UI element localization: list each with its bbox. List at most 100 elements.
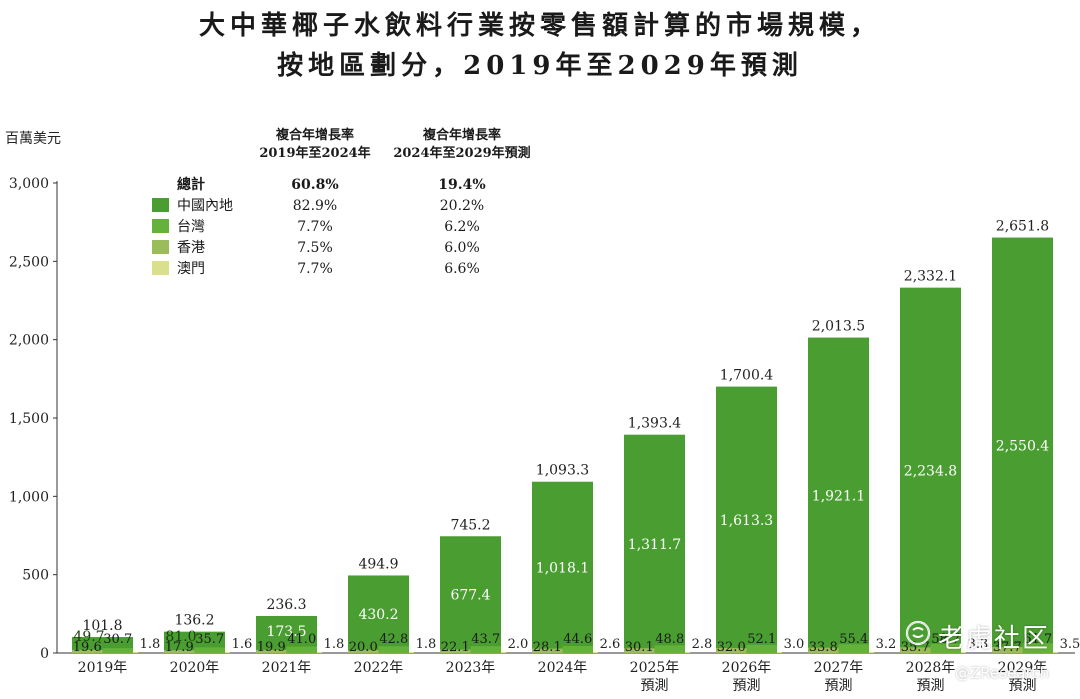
bar-segment-hongkong (440, 649, 471, 653)
cagr-value: 6.6% (444, 261, 480, 277)
x-tick-label: 2023年 (446, 660, 496, 676)
bar-total-label: 2,013.5 (812, 319, 865, 335)
bar-value-label-mainland: 430.2 (358, 607, 398, 623)
x-tick-label: 預測 (825, 678, 853, 694)
bar-value-label-taiwan: 55.4 (839, 632, 868, 647)
bar-total-label: 494.9 (358, 556, 398, 572)
bar-segment-taiwan (102, 648, 133, 653)
bar-total-label: 236.3 (266, 597, 306, 613)
bar-value-label-hongkong: 30.1 (625, 640, 654, 655)
bar-value-label-taiwan: 35.7 (195, 632, 224, 647)
bar-value-label-hongkong: 17.9 (165, 640, 194, 655)
bar-value-label-hongkong: 33.8 (809, 640, 838, 655)
bar-segment-macau (777, 652, 782, 653)
bar-value-label-macau: 1.8 (324, 637, 345, 652)
chart-title-line-1: 大中華椰子水飲料行業按零售額計算的市場規模， (198, 11, 881, 41)
bar-value-label-taiwan: 30.7 (103, 632, 132, 647)
bar-total-label: 2,332.1 (904, 269, 957, 285)
bar-segment-taiwan (930, 643, 961, 653)
bar-segment-hongkong (532, 648, 563, 653)
bar-segment-macau (501, 652, 506, 653)
legend-swatch (152, 219, 169, 233)
cagr-value: 60.8% (291, 177, 338, 193)
bar-total-label: 1,393.4 (628, 416, 682, 432)
bar-value-label-macau: 3.5 (1060, 637, 1080, 652)
bar-value-label-taiwan: 42.8 (379, 632, 408, 647)
bar-segment-mainland (808, 337, 869, 653)
bar-segment-mainland (716, 386, 777, 653)
chart-title-line-2: 按地區劃分，2019年至2029年預測 (277, 51, 803, 81)
bar-value-label-taiwan: 52.1 (747, 632, 776, 647)
bar-segment-hongkong (900, 647, 931, 653)
cagr-value: 7.7% (297, 219, 333, 235)
bar-segment-macau (1053, 652, 1058, 653)
bar-value-label-macau: 1.8 (416, 637, 437, 652)
legend-label: 澳門 (177, 261, 205, 277)
y-tick-label: 1,500 (9, 411, 49, 427)
bar-value-label-macau: 3.2 (876, 637, 897, 652)
x-tick-label: 2021年 (262, 660, 312, 676)
bar-value-label-mainland: 2,550.4 (996, 438, 1050, 454)
x-tick-label: 2028年 (906, 660, 956, 676)
bar-value-label-taiwan: 41.0 (287, 632, 316, 647)
bar-segment-hongkong (348, 649, 379, 653)
bar-value-label-taiwan: 44.6 (563, 632, 592, 647)
cagr-header: 2024年至2029年預測 (393, 145, 530, 161)
legend-swatch (152, 240, 169, 254)
bar-value-label-mainland: 49.7 (73, 629, 104, 645)
legend-label: 中國內地 (177, 198, 233, 214)
bar-segment-hongkong (992, 647, 1023, 653)
bar-segment-hongkong (716, 647, 747, 653)
bar-total-label: 136.2 (174, 613, 214, 629)
bar-segment-taiwan (838, 644, 869, 653)
bar-segment-macau (685, 652, 690, 653)
bar-total-label: 1,093.3 (536, 463, 589, 479)
bar-segment-taiwan (470, 646, 501, 653)
bar-value-label-mainland: 1,018.1 (536, 560, 589, 576)
tiger-community-icon (905, 620, 931, 646)
x-tick-label: 預測 (917, 678, 945, 694)
bar-value-label-hongkong: 19.6 (73, 640, 102, 655)
bar-segment-macau (961, 652, 966, 653)
cagr-header: 複合年增長率 (422, 127, 501, 143)
bar-value-label-hongkong: 28.1 (533, 640, 562, 655)
legend-label: 台灣 (177, 219, 205, 235)
bar-segment-hongkong (808, 647, 839, 653)
bar-segment-hongkong (164, 650, 195, 653)
x-tick-label: 2026年 (722, 660, 772, 676)
x-tick-label: 2024年 (538, 660, 588, 676)
legend-swatch (152, 198, 169, 212)
cagr-value: 82.9% (293, 198, 337, 214)
cagr-value: 6.0% (444, 240, 480, 256)
bar-value-label-mainland: 173.5 (266, 624, 306, 640)
y-tick-label: 1,000 (9, 489, 49, 505)
x-tick-label: 預測 (1009, 678, 1037, 694)
bar-value-label-hongkong: 20.0 (349, 640, 378, 655)
bar-segment-macau (869, 652, 874, 653)
legend-label: 總計 (177, 176, 205, 193)
cagr-value: 7.5% (297, 240, 333, 256)
x-tick-label: 2025年 (630, 660, 680, 676)
bar-segment-taiwan (562, 646, 593, 653)
bar-segment-macau (409, 652, 414, 653)
cagr-header: 2019年至2024年 (259, 145, 370, 161)
cagr-header: 複合年增長率 (275, 127, 354, 143)
bar-segment-mainland (348, 575, 409, 653)
bar-segment-taiwan (194, 647, 225, 653)
bar-value-label-taiwan: 48.8 (655, 632, 684, 647)
x-tick-label: 2029年 (998, 660, 1048, 676)
bar-segment-taiwan (654, 645, 685, 653)
cagr-value: 19.4% (438, 177, 485, 193)
x-tick-label: 2027年 (814, 660, 864, 676)
bar-value-label-macau: 3.0 (784, 637, 805, 652)
bar-segment-mainland (440, 536, 501, 653)
y-tick-label: 2,000 (9, 333, 49, 349)
bar-total-label: 1,700.4 (720, 368, 774, 384)
watermark-handle: @ZResearch (955, 664, 1050, 682)
bar-segment-mainland (992, 237, 1053, 653)
bar-segment-taiwan (286, 646, 317, 653)
bar-segment-taiwan (746, 644, 777, 653)
bar-value-label-taiwan: 61.7 (1023, 632, 1052, 647)
bar-value-label-hongkong: 32.0 (717, 640, 746, 655)
cagr-value: 20.2% (440, 198, 484, 214)
